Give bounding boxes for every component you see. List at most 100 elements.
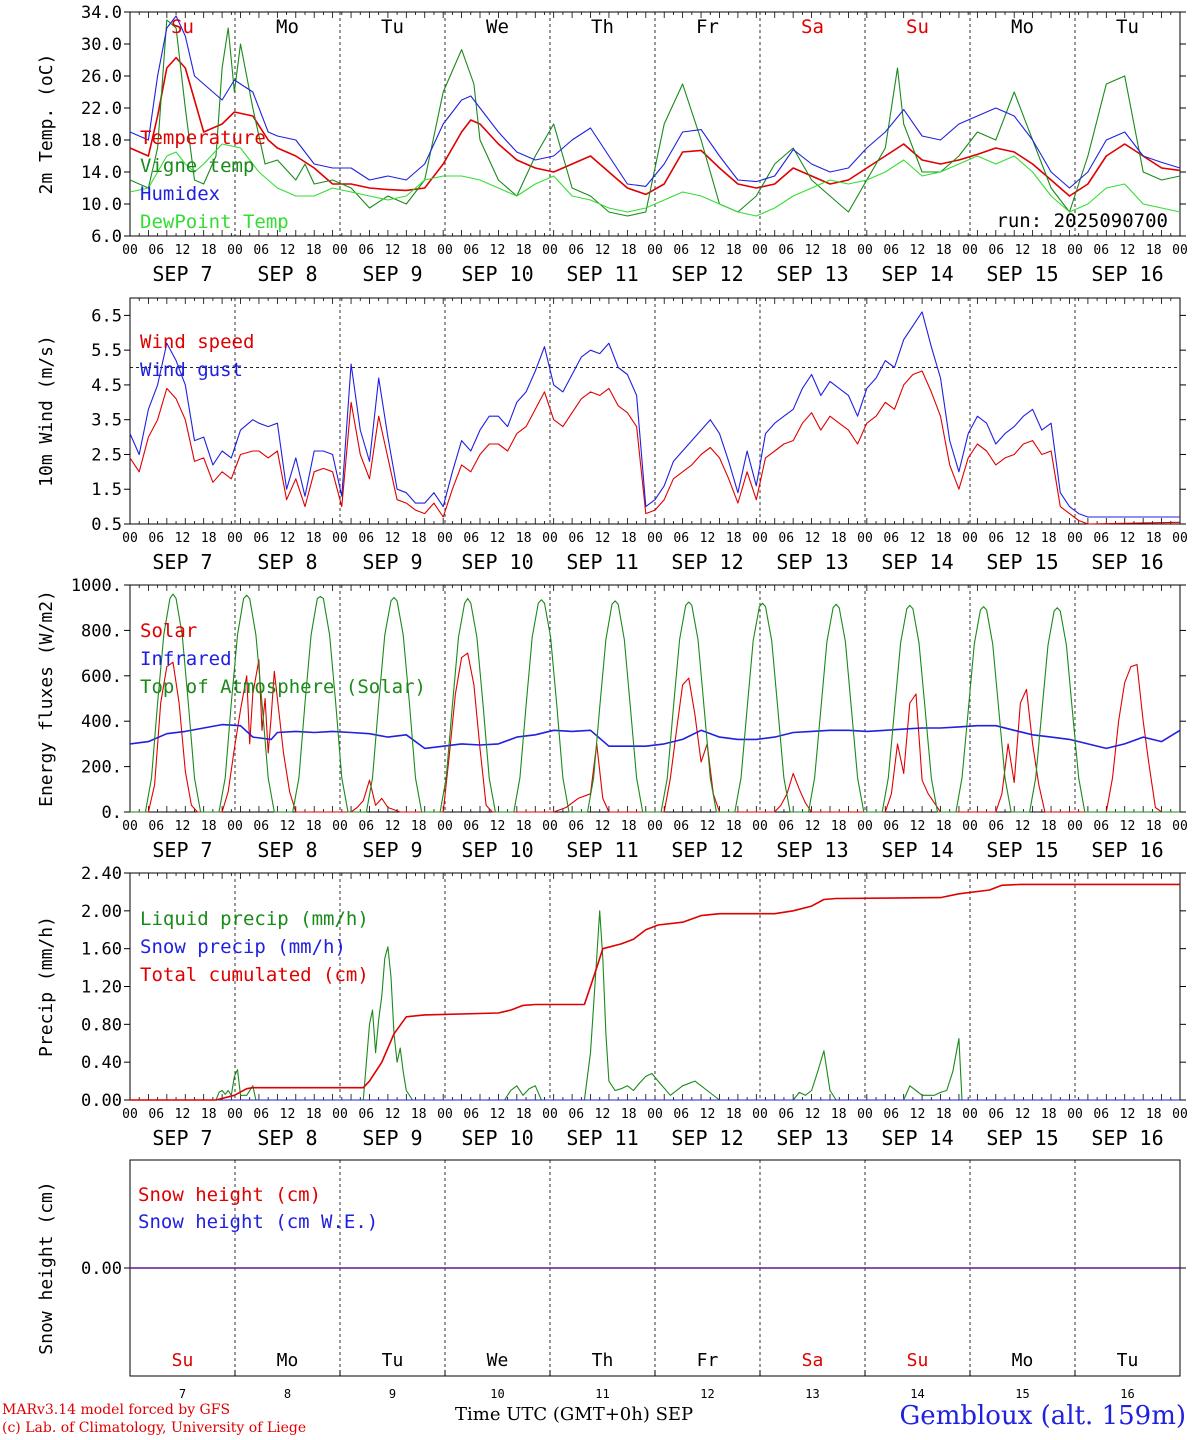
hour-tick-label: 06: [778, 819, 794, 834]
hour-tick-label: 00: [332, 1107, 348, 1122]
date-label: SEP 16: [1091, 550, 1163, 574]
date-label: SEP 14: [881, 262, 953, 286]
hour-tick-label: 00: [542, 819, 558, 834]
weekday-label: Tu: [381, 16, 404, 38]
weekday-label: Su: [907, 1350, 929, 1371]
y-tick-label: 30.0: [81, 35, 122, 55]
hour-tick-label: 12: [1015, 819, 1031, 834]
hour-tick-label: 18: [1041, 243, 1057, 258]
day-number-label: 8: [284, 1387, 291, 1401]
hour-tick-label: 12: [280, 243, 296, 258]
y-tick-label: 6.5: [91, 306, 122, 326]
y-axis-label: 10m Wind (m/s): [36, 335, 57, 487]
weekday-label: Sa: [802, 1350, 824, 1371]
weekday-label: We: [487, 1350, 509, 1371]
hour-tick-label: 00: [122, 819, 138, 834]
hour-tick-label: 00: [542, 531, 558, 546]
hour-tick-label: 00: [437, 1107, 453, 1122]
hour-tick-label: 00: [542, 1107, 558, 1122]
hour-tick-label: 00: [227, 1107, 243, 1122]
hour-tick-label: 18: [306, 243, 322, 258]
hour-tick-label: 06: [988, 1107, 1004, 1122]
weekday-label: Su: [906, 16, 929, 38]
legend-entry: Snow height (cm): [138, 1184, 321, 1206]
hour-tick-label: 18: [621, 819, 637, 834]
hour-tick-label: 12: [1015, 531, 1031, 546]
date-label: SEP 15: [986, 262, 1058, 286]
hour-tick-label: 18: [411, 531, 427, 546]
hour-tick-label: 18: [1146, 243, 1162, 258]
hour-tick-label: 00: [857, 819, 873, 834]
day-number-label: 10: [490, 1387, 504, 1401]
weekday-label: Mo: [277, 1350, 299, 1371]
date-label: SEP 7: [152, 1126, 212, 1150]
hour-tick-label: 06: [358, 819, 374, 834]
hour-tick-label: 00: [962, 531, 978, 546]
y-tick-label: 34.0: [81, 3, 122, 23]
hour-tick-label: 18: [1041, 1107, 1057, 1122]
hour-tick-label: 06: [883, 819, 899, 834]
date-label: SEP 12: [671, 838, 743, 862]
series-line-wind-speed: [129, 370, 1181, 525]
legend-entry: Temperature: [140, 127, 266, 149]
hour-tick-label: 18: [831, 1107, 847, 1122]
hour-tick-label: 06: [463, 819, 479, 834]
hour-tick-label: 18: [201, 531, 217, 546]
hour-tick-label: 12: [1120, 243, 1136, 258]
hour-tick-label: 06: [568, 1107, 584, 1122]
hour-tick-label: 06: [463, 531, 479, 546]
legend-entry: Liquid precip (mm/h): [140, 908, 369, 930]
hour-tick-label: 00: [437, 531, 453, 546]
hour-tick-label: 00: [857, 1107, 873, 1122]
hour-tick-label: 12: [1015, 1107, 1031, 1122]
day-number-label: 16: [1120, 1387, 1134, 1401]
weekday-label: Fr: [696, 16, 719, 38]
hour-tick-label: 18: [201, 819, 217, 834]
date-label: SEP 10: [461, 262, 533, 286]
weekday-label: Th: [592, 1350, 614, 1371]
hour-tick-label: 00: [1067, 819, 1083, 834]
hour-tick-label: 18: [831, 531, 847, 546]
hour-tick-label: 18: [831, 243, 847, 258]
y-tick-label: 1.5: [91, 480, 122, 500]
date-label: SEP 9: [362, 550, 422, 574]
y-tick-label: 600.: [81, 667, 122, 687]
hour-tick-label: 12: [1120, 819, 1136, 834]
y-tick-label: 18.0: [81, 131, 122, 151]
hour-tick-label: 12: [1120, 531, 1136, 546]
legend-entry: Solar: [140, 620, 197, 642]
series-line-wind-gust: [129, 311, 1180, 518]
hour-tick-label: 00: [752, 819, 768, 834]
date-label: SEP 13: [776, 1126, 848, 1150]
hour-tick-label: 06: [883, 243, 899, 258]
lab-credit: (c) Lab. of Climatology, University of L…: [2, 1420, 307, 1436]
hour-tick-label: 18: [621, 531, 637, 546]
hour-tick-label: 12: [910, 531, 926, 546]
hour-tick-label: 06: [463, 243, 479, 258]
y-tick-label: 2.5: [91, 445, 122, 465]
hour-tick-label: 00: [647, 243, 663, 258]
day-number-label: 11: [595, 1387, 609, 1401]
hour-tick-label: 12: [280, 531, 296, 546]
hour-tick-label: 00: [332, 531, 348, 546]
hour-tick-label: 18: [621, 1107, 637, 1122]
series-line-top-of-atmosphere-solar: [130, 593, 1180, 813]
legend-entry: Wind speed: [140, 331, 254, 353]
y-tick-label: 200.: [81, 758, 122, 778]
day-number-label: 13: [805, 1387, 819, 1401]
hour-tick-label: 12: [700, 1107, 716, 1122]
hour-tick-label: 06: [988, 531, 1004, 546]
hour-tick-label: 00: [437, 243, 453, 258]
date-label: SEP 8: [257, 550, 317, 574]
hour-tick-label: 12: [700, 243, 716, 258]
hour-tick-label: 00: [122, 1107, 138, 1122]
hour-tick-label: 12: [175, 243, 191, 258]
hour-tick-label: 06: [883, 1107, 899, 1122]
hour-tick-label: 12: [805, 243, 821, 258]
hour-tick-label: 00: [752, 1107, 768, 1122]
hour-tick-label: 18: [936, 531, 952, 546]
hour-tick-label: 06: [673, 243, 689, 258]
y-axis-label: Precip (mm/h): [36, 916, 57, 1057]
series-line-total-cumulated-cm: [130, 883, 1180, 1101]
date-label: SEP 10: [461, 838, 533, 862]
